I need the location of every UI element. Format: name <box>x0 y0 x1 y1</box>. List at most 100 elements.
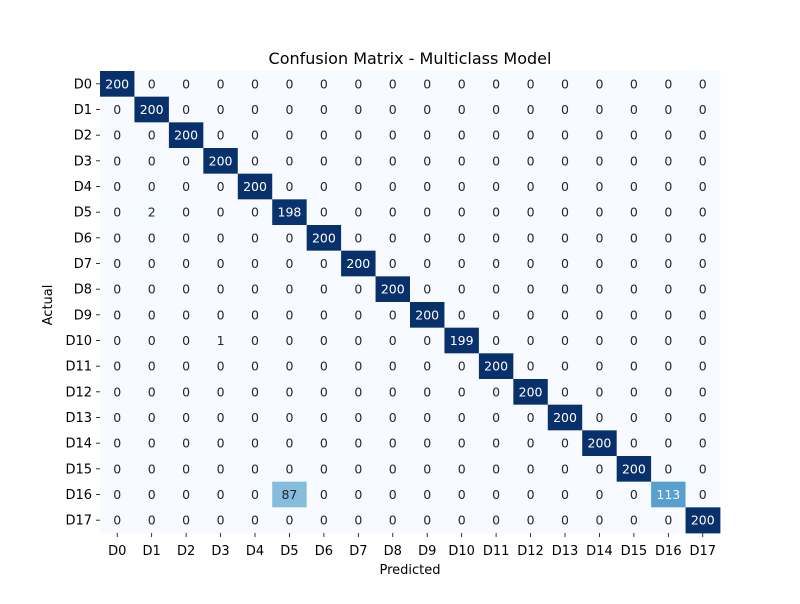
cell-value-label: 0 <box>182 205 190 220</box>
heatmap-cell <box>272 71 308 98</box>
heatmap-cell <box>410 199 445 226</box>
cell-value-label: 0 <box>458 436 466 451</box>
cell-value-label: 0 <box>595 256 603 271</box>
heatmap-cell <box>237 379 273 406</box>
cell-value-label: 0 <box>664 436 672 451</box>
y-tick-label: D2 <box>74 129 92 144</box>
cell-value-label: 0 <box>251 230 259 245</box>
cell-value-label: 0 <box>285 102 293 117</box>
heatmap-cell <box>341 199 376 226</box>
x-tick-label: D10 <box>448 544 475 559</box>
heatmap-cell <box>547 353 583 380</box>
x-tick-label: D5 <box>280 544 298 559</box>
heatmap-cell <box>272 353 308 380</box>
heatmap-cell <box>582 173 618 200</box>
x-tick-label: D3 <box>211 544 229 559</box>
heatmap-cell <box>547 379 583 406</box>
heatmap-cell <box>651 481 686 508</box>
heatmap-cell <box>237 430 273 457</box>
cell-value-label: 0 <box>492 205 500 220</box>
cell-value-label: 0 <box>664 256 672 271</box>
heatmap-cell <box>272 173 308 200</box>
cell-value-label: 0 <box>664 76 672 91</box>
cell-value-label: 0 <box>561 128 569 143</box>
heatmap-cell <box>306 327 342 354</box>
heatmap-cell <box>203 122 239 149</box>
cell-value-label: 0 <box>217 102 225 117</box>
y-tick-label: D12 <box>65 385 92 400</box>
heatmap-cell <box>100 430 135 457</box>
x-tick-label: D14 <box>586 544 613 559</box>
heatmap-cell <box>651 96 686 123</box>
heatmap-cell <box>341 148 376 175</box>
cell-value-label: 0 <box>699 205 707 220</box>
heatmap-cell <box>341 456 376 483</box>
heatmap-cell <box>513 276 549 303</box>
heatmap-cell <box>478 173 514 200</box>
cell-value-label: 0 <box>182 256 190 271</box>
heatmap-cell <box>616 353 652 380</box>
heatmap-cell <box>100 327 135 354</box>
cell-value-label: 0 <box>492 76 500 91</box>
heatmap-cell <box>582 225 618 252</box>
heatmap-cell <box>272 379 308 406</box>
cell-value-label: 0 <box>561 307 569 322</box>
cell-value-label: 0 <box>251 461 259 476</box>
x-tick-labels: D0 D1 D2 D3 D4 D5 D6 D7 D8 D9 D10 D11 D12 D13 D14 D15 D1… <box>108 533 716 559</box>
cell-value-label: 0 <box>148 256 156 271</box>
cell-value-label: 0 <box>113 205 121 220</box>
heatmap-cell <box>203 96 239 123</box>
heatmap-cell <box>272 481 308 508</box>
cell-value-label: 0 <box>527 436 535 451</box>
cell-value-label: 0 <box>320 307 328 322</box>
cell-value-label: 200 <box>553 410 577 425</box>
cell-value-label: 0 <box>217 461 225 476</box>
cell-value-label: 0 <box>113 513 121 528</box>
cell-value-label: 0 <box>595 179 603 194</box>
cell-value-label: 0 <box>113 153 121 168</box>
cell-value-label: 0 <box>285 410 293 425</box>
cell-value-label: 0 <box>423 461 431 476</box>
heatmap-cell <box>547 276 583 303</box>
cell-value-label: 0 <box>699 102 707 117</box>
cell-value-label: 0 <box>354 230 362 245</box>
heatmap-cell <box>375 379 411 406</box>
heatmap-cell <box>616 122 652 149</box>
cell-value-label: 0 <box>148 513 156 528</box>
heatmap-cell <box>203 379 239 406</box>
heatmap-cell <box>478 225 514 252</box>
heatmap-cell <box>203 327 239 354</box>
heatmap-cell <box>685 276 721 303</box>
cell-value-label: 0 <box>354 128 362 143</box>
heatmap-cell <box>203 250 239 277</box>
cell-value-label: 0 <box>492 102 500 117</box>
heatmap-cell <box>582 507 618 534</box>
cell-value-label: 0 <box>389 359 397 374</box>
cell-value-label: 0 <box>492 282 500 297</box>
cell-value-label: 0 <box>595 230 603 245</box>
cell-value-label: 0 <box>354 76 362 91</box>
heatmap-cell <box>444 481 480 508</box>
heatmap-cell <box>444 302 480 329</box>
cell-value-label: 0 <box>320 102 328 117</box>
heatmap-cell <box>134 71 170 98</box>
heatmap-cell <box>410 481 445 508</box>
cell-value-label: 0 <box>320 487 328 502</box>
heatmap-cell <box>272 302 308 329</box>
cell-value-label: 0 <box>113 461 121 476</box>
cell-value-label: 0 <box>389 384 397 399</box>
heatmap-cell <box>100 353 135 380</box>
heatmap-cell <box>582 250 618 277</box>
heatmap-cell <box>616 430 652 457</box>
cell-value-label: 0 <box>699 436 707 451</box>
heatmap-cell <box>616 276 652 303</box>
heatmap-cell <box>444 276 480 303</box>
heatmap-cell <box>203 353 239 380</box>
cell-value-label: 0 <box>492 384 500 399</box>
cell-value-label: 0 <box>148 487 156 502</box>
heatmap-cell <box>478 71 514 98</box>
heatmap-cell <box>375 122 411 149</box>
cell-value-label: 0 <box>251 102 259 117</box>
cell-value-label: 0 <box>630 205 638 220</box>
heatmap-cell <box>237 481 273 508</box>
